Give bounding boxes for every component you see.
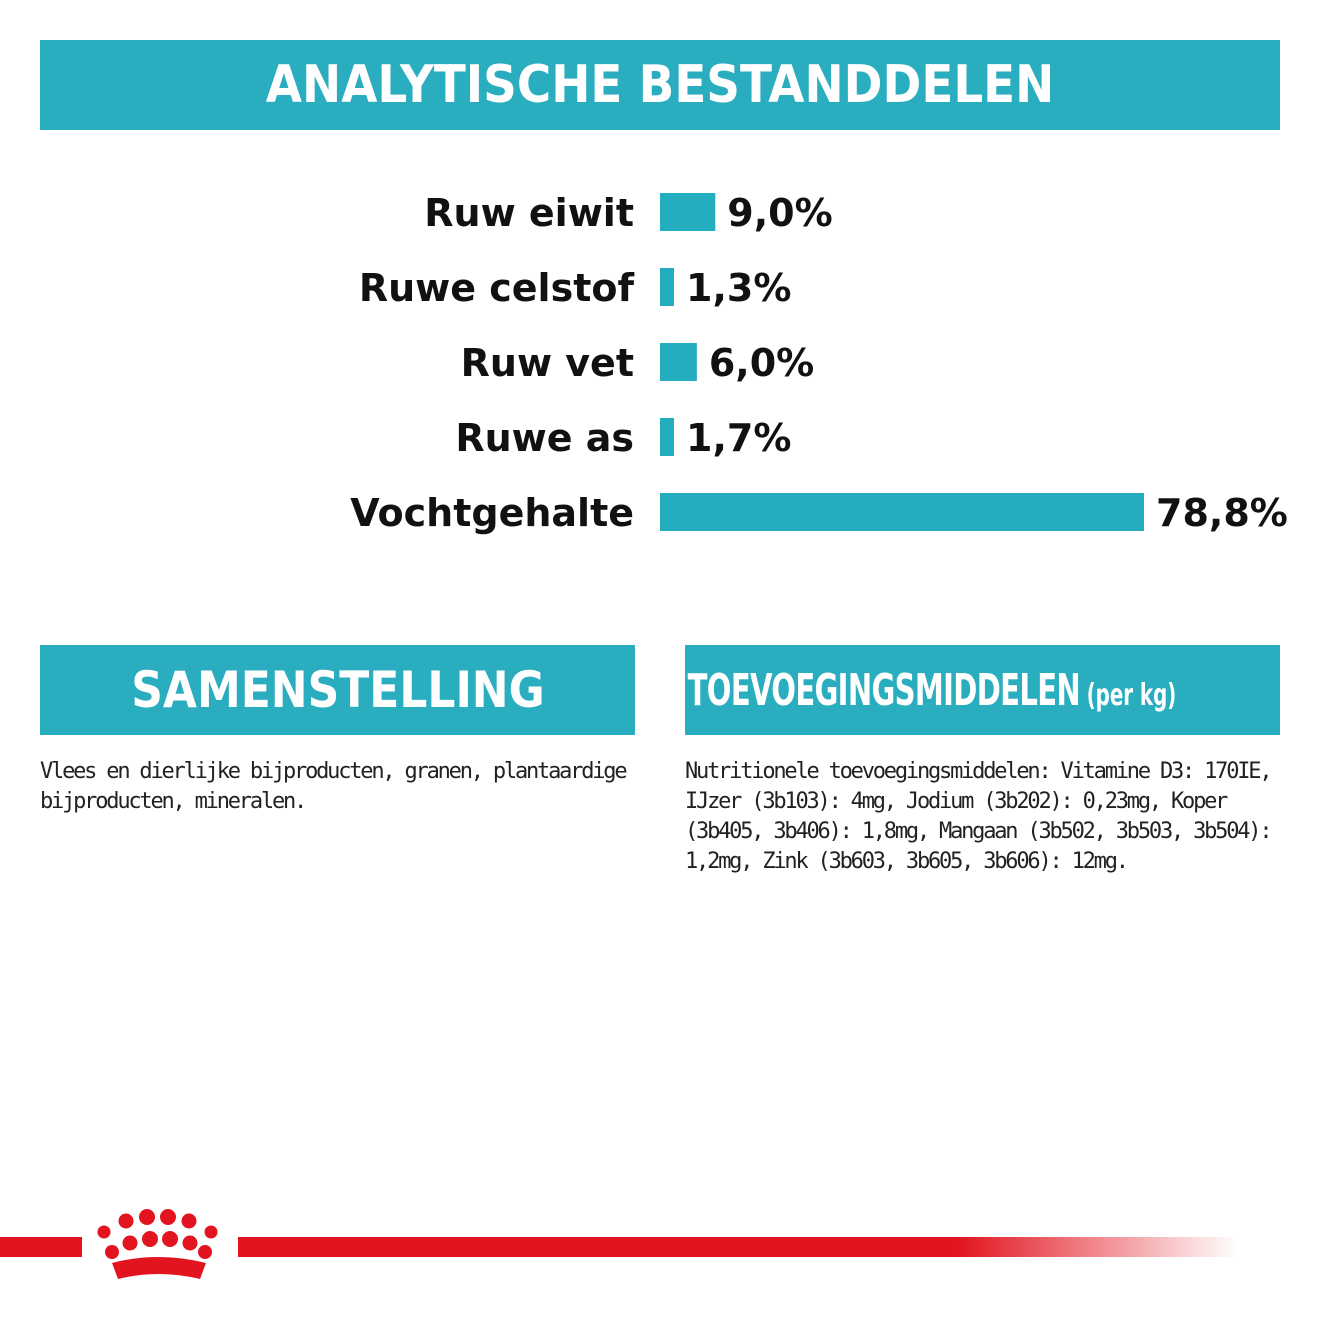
brand-stripe-left	[0, 1237, 82, 1257]
bar	[660, 343, 697, 381]
brand-footer	[0, 1209, 1238, 1279]
category-label: Ruwe celstof	[359, 266, 635, 310]
data-label: 1,3%	[686, 266, 791, 310]
category-label: Ruw vet	[461, 341, 634, 385]
analysis-bar-chart: Ruw eiwit 9,0% Ruwe celstof 1,3% Ruw vet 6,0%…	[350, 191, 1288, 535]
additives-subheading: (per kg)	[1086, 677, 1177, 713]
category-label: Ruwe as	[455, 416, 634, 460]
composition-banner: SAMENSTELLING	[40, 645, 635, 735]
bar	[660, 193, 716, 231]
composition-heading: SAMENSTELLING	[130, 661, 545, 719]
data-label: 78,8%	[1156, 491, 1288, 535]
category-label: Ruw eiwit	[424, 191, 634, 235]
data-label: 6,0%	[709, 341, 814, 385]
bar	[660, 493, 1144, 531]
analysis-title: ANALYTISCHE BESTANDDELEN	[265, 55, 1055, 115]
brand-stripe-right	[238, 1237, 1238, 1257]
category-label: Vochtgehalte	[350, 491, 634, 535]
bar	[660, 418, 674, 456]
composition-text: Vlees en dierlijke bijproducten, granen,…	[40, 759, 628, 814]
bar	[660, 268, 674, 306]
additives-text: Nutritionele toevoegingsmiddelen: Vitami…	[685, 759, 1273, 874]
crown-icon	[97, 1209, 218, 1279]
analysis-banner: ANALYTISCHE BESTANDDELEN	[40, 40, 1280, 130]
additives-banner: TOEVOEGINGSMIDDELEN (per kg)	[685, 645, 1280, 735]
additives-heading: TOEVOEGINGSMIDDELEN	[687, 664, 1081, 716]
data-label: 9,0%	[727, 191, 832, 235]
data-label: 1,7%	[686, 416, 791, 460]
